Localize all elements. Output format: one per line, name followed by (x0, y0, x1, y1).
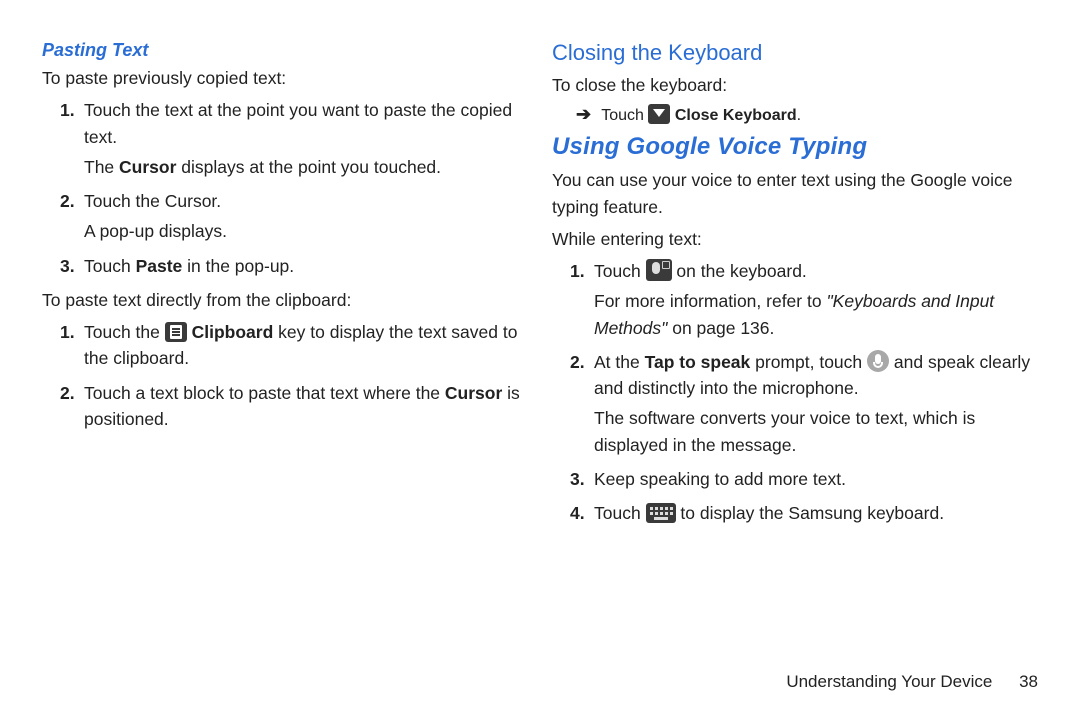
list-item: Touch to display the Samsung keyboard. (576, 500, 1038, 526)
text: At the (594, 352, 645, 372)
text: . (797, 107, 801, 124)
text: Touch (84, 256, 136, 276)
clipboard-steps-list: Touch the Clipboard key to display the t… (42, 319, 528, 432)
bold-text: Cursor (445, 383, 502, 403)
text: Touch (601, 107, 648, 124)
clipboard-icon (165, 322, 187, 342)
list-item: At the Tap to speak prompt, touch and sp… (576, 349, 1038, 458)
step-sub: A pop-up displays. (84, 218, 528, 244)
right-column: Closing the Keyboard To close the keyboa… (540, 40, 1038, 700)
text: on page 136. (667, 318, 774, 338)
step-text: Keep speaking to add more text. (594, 469, 846, 489)
text: Touch (594, 261, 646, 281)
close-step: ➔ Touch Close Keyboard. (552, 104, 1038, 125)
bold-text: Paste (136, 256, 183, 276)
heading-closing-keyboard: Closing the Keyboard (552, 40, 1038, 66)
heading-pasting-text: Pasting Text (42, 40, 528, 61)
text: to display the Samsung keyboard. (676, 503, 945, 523)
bold-text: Close Keyboard (675, 107, 797, 124)
intro-paste: To paste previously copied text: (42, 65, 528, 91)
list-item: Touch the Clipboard key to display the t… (66, 319, 528, 372)
step-text: Touch the text at the point you want to … (84, 100, 512, 146)
list-item: Keep speaking to add more text. (576, 466, 1038, 492)
text: displays at the point you touched. (176, 157, 441, 177)
text: Touch a text block to paste that text wh… (84, 383, 445, 403)
text: on the keyboard. (672, 261, 807, 281)
footer-section: Understanding Your Device (786, 672, 992, 691)
voice-steps-list: Touch on the keyboard. For more informat… (552, 258, 1038, 526)
list-item: Touch Paste in the pop-up. (66, 253, 528, 279)
text: The (84, 157, 119, 177)
text: prompt, touch (750, 352, 867, 372)
list-item: Touch on the keyboard. For more informat… (576, 258, 1038, 341)
step-sub: The software converts your voice to text… (594, 405, 1038, 458)
bold-text: Clipboard (192, 322, 274, 342)
bold-text: Tap to speak (645, 352, 751, 372)
text: in the pop-up. (182, 256, 294, 276)
step-sub: The Cursor displays at the point you tou… (84, 154, 528, 180)
heading-google-voice-typing: Using Google Voice Typing (552, 133, 1038, 161)
arrow-icon: ➔ (576, 104, 591, 125)
step-sub: For more information, refer to "Keyboard… (594, 288, 1038, 341)
step-text: Touch the Cursor. (84, 191, 221, 211)
bold-text: Cursor (119, 157, 176, 177)
keyboard-icon (646, 503, 676, 523)
text: For more information, refer to (594, 291, 826, 311)
manual-page: Pasting Text To paste previously copied … (0, 0, 1080, 720)
mic-round-icon (867, 350, 889, 372)
mic-settings-icon (646, 259, 672, 281)
text: Touch (594, 503, 646, 523)
page-number: 38 (1019, 672, 1038, 691)
page-footer: Understanding Your Device 38 (786, 672, 1038, 692)
chevron-down-icon (648, 104, 670, 124)
left-column: Pasting Text To paste previously copied … (42, 40, 540, 700)
paste-steps-list: Touch the text at the point you want to … (42, 97, 528, 279)
text: Touch the (84, 322, 165, 342)
voice-intro-1: You can use your voice to enter text usi… (552, 167, 1038, 220)
list-item: Touch the text at the point you want to … (66, 97, 528, 180)
intro-clipboard: To paste text directly from the clipboar… (42, 287, 528, 313)
list-item: Touch the Cursor. A pop-up displays. (66, 188, 528, 245)
list-item: Touch a text block to paste that text wh… (66, 380, 528, 433)
voice-intro-2: While entering text: (552, 226, 1038, 252)
close-intro: To close the keyboard: (552, 72, 1038, 98)
